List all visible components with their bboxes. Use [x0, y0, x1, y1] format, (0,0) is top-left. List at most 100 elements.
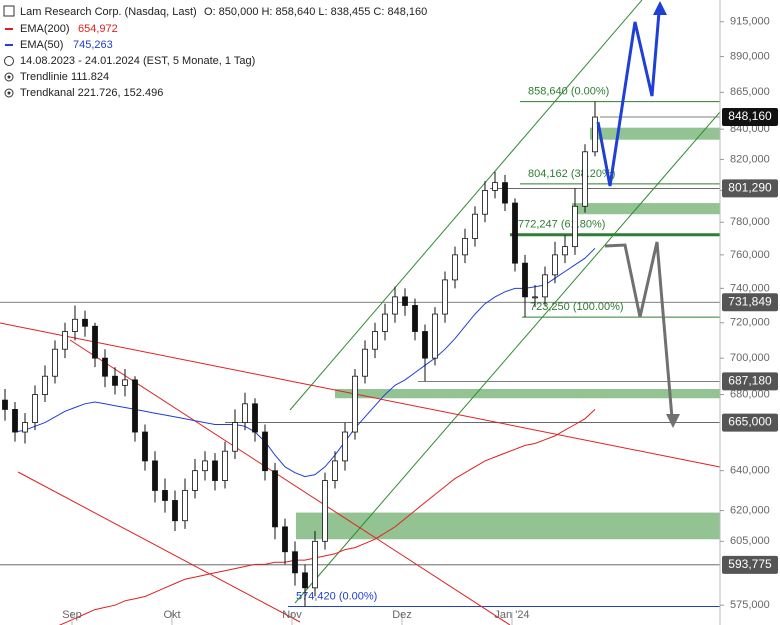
- candle-body: [182, 490, 188, 522]
- y-tick-label: 915,000: [730, 16, 770, 28]
- price-box: [722, 555, 778, 574]
- channel-upper: [289, 0, 643, 411]
- y-axis: 915,000890,000865,000840,000820,000800,0…: [62, 16, 778, 625]
- candle-body: [262, 431, 268, 472]
- candle-body: [512, 202, 518, 264]
- x-tick-label: Okt: [163, 609, 180, 621]
- y-tick-label: 740,000: [730, 282, 770, 294]
- arrow-head: [653, 1, 667, 15]
- y-tick-label: 605,000: [730, 535, 770, 547]
- zones: [296, 127, 720, 540]
- x-tick-label: Jan '24: [494, 609, 529, 621]
- price-box: [722, 293, 778, 312]
- y-tick-label: 575,000: [730, 599, 770, 611]
- price-box: [722, 179, 778, 198]
- candle-body: [452, 254, 458, 281]
- icon: [7, 75, 11, 79]
- fib-label: 772,247 (61.80%): [518, 219, 605, 231]
- candles: [2, 101, 598, 607]
- candle-body: [252, 403, 258, 433]
- fib-label: 858,640 (0.00%): [528, 86, 609, 98]
- candle-body: [82, 318, 88, 327]
- candle-body: [342, 431, 348, 462]
- candle-body: [112, 375, 118, 386]
- candle-body: [472, 213, 478, 239]
- ema-line: [14, 247, 596, 478]
- title: Lam Research Corp. (Nasdaq, Last): [20, 6, 197, 18]
- trendline: [0, 322, 721, 468]
- ohlc: O: 850,000 H: 858,640 L: 838,455 C: 848,…: [204, 6, 427, 18]
- price-label: 801,290: [728, 181, 772, 195]
- candle-body: [392, 296, 398, 315]
- candle-body: [482, 190, 488, 215]
- fib-label: 723,250 (100.00%): [530, 301, 624, 313]
- candle-body: [12, 409, 18, 433]
- price-label: 665,000: [728, 415, 772, 429]
- trendline: [69, 339, 511, 625]
- y-tick-label: 680,000: [730, 388, 770, 400]
- candle-body: [542, 274, 548, 298]
- trendline: [17, 471, 301, 623]
- candle-body: [152, 460, 158, 491]
- candle-body: [572, 205, 578, 248]
- candle-body: [2, 399, 8, 410]
- candle-body: [102, 357, 108, 377]
- legend-value: 745,263: [73, 39, 113, 51]
- candle-body: [242, 403, 248, 423]
- candle-body: [372, 331, 378, 350]
- candle-body: [312, 540, 318, 589]
- x-tick-label: Dez: [392, 609, 412, 621]
- channel-lower: [294, 111, 721, 604]
- candle-body: [122, 379, 128, 386]
- candle-body: [492, 182, 498, 191]
- candle-body: [562, 246, 568, 256]
- y-tick-label: 820,000: [730, 153, 770, 165]
- candle-body: [202, 460, 208, 472]
- candle-body: [32, 394, 38, 423]
- scenario-arrows: [596, 1, 680, 428]
- legend-value: 654,972: [78, 23, 118, 35]
- price-label: 848,160: [728, 109, 772, 123]
- candle-body: [62, 331, 68, 350]
- candle-body: [132, 379, 138, 433]
- icon: [3, 5, 15, 17]
- candle-body: [382, 313, 388, 332]
- zone: [296, 512, 720, 540]
- candle-body: [432, 313, 438, 359]
- fib-label: 574,420 (0.00%): [296, 590, 377, 602]
- y-tick-label: 620,000: [730, 504, 770, 516]
- ema-line: [58, 409, 596, 625]
- candle-body: [502, 182, 508, 204]
- candle-body: [192, 470, 198, 491]
- fib-label: 804,162 (38.20%): [528, 168, 615, 180]
- candle-body: [582, 151, 588, 207]
- candle-body: [352, 375, 358, 433]
- price-box: [722, 372, 778, 391]
- x-tick-label: Sep: [62, 609, 82, 621]
- trendchannel-info: Trendkanal 221.726, 152.496: [20, 87, 163, 99]
- arrow-head: [666, 414, 680, 428]
- y-tick-label: 640,000: [730, 465, 770, 477]
- candle-body: [42, 375, 48, 395]
- trend-lines: [0, 0, 721, 625]
- candle-body: [292, 551, 298, 574]
- zone: [335, 389, 720, 399]
- candle-body: [422, 331, 428, 359]
- candle-body: [302, 572, 308, 589]
- candle-body: [272, 470, 278, 528]
- y-tick-label: 700,000: [730, 352, 770, 364]
- icon: [4, 72, 14, 82]
- period: 14.08.2023 - 24.01.2024 (EST, 5 Monate, …: [20, 55, 255, 67]
- candle-body: [592, 116, 598, 153]
- y-tick-label: 720,000: [730, 317, 770, 329]
- levels: 858,640 (0.00%) 804,162 (38.20%) 772,247 (…: [0, 86, 720, 607]
- y-tick-label: 840,000: [730, 123, 770, 135]
- candle-body: [282, 526, 288, 553]
- candle-body: [172, 500, 178, 522]
- trendline-info: Trendlinie 111.824: [20, 71, 109, 83]
- icon: [7, 91, 11, 95]
- icon: [4, 88, 14, 98]
- candle-body: [322, 480, 328, 542]
- candle-body: [362, 348, 368, 377]
- price-box: [722, 413, 778, 432]
